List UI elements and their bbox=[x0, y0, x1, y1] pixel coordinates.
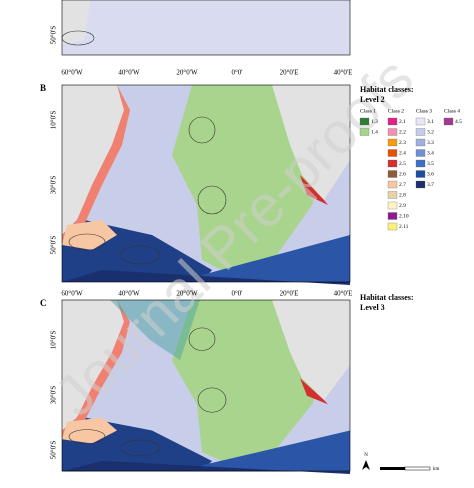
scale-unit: km bbox=[433, 467, 440, 472]
legend-label: 1.4 bbox=[371, 129, 378, 135]
legend-swatch bbox=[387, 180, 398, 189]
lon-label: 40°0'E bbox=[334, 69, 353, 77]
legend-swatch bbox=[387, 159, 398, 168]
legend-label: 3.2 bbox=[427, 129, 434, 135]
legend-subtitle: Level 3 bbox=[360, 303, 385, 312]
legend-swatch bbox=[415, 180, 426, 189]
legend-label: 2.11 bbox=[399, 224, 409, 230]
lat-label: 50°0'S bbox=[50, 236, 58, 255]
legend-label: 1.3 bbox=[371, 119, 378, 125]
legend-label: 2.6 bbox=[399, 171, 406, 177]
legend-swatch bbox=[387, 117, 398, 126]
legend-swatch bbox=[359, 128, 370, 136]
lon-label: 0°0' bbox=[231, 290, 242, 298]
legend-swatch bbox=[387, 170, 398, 178]
scale-bar bbox=[380, 466, 431, 471]
panel-c-map bbox=[61, 299, 351, 475]
lon-label: 20°0'W bbox=[176, 69, 198, 77]
legend-label: 2.8 bbox=[399, 192, 406, 198]
legend-title: Habitat classes: bbox=[360, 85, 414, 94]
legend-swatch bbox=[415, 128, 426, 136]
legend-swatch bbox=[415, 170, 426, 178]
legend-swatch bbox=[387, 149, 398, 157]
lon-label: 60°0'W bbox=[61, 69, 83, 77]
legend-label: 3.5 bbox=[427, 161, 434, 167]
lon-label: 40°0'W bbox=[118, 290, 140, 298]
lat-label: 50°0'S bbox=[50, 26, 58, 45]
legend-swatch bbox=[387, 222, 398, 231]
legend-swatch bbox=[387, 212, 398, 220]
lon-label: 20°0'E bbox=[280, 69, 299, 77]
lat-label: 10°0'S bbox=[50, 111, 58, 130]
legend-header: Class 1 bbox=[360, 108, 376, 114]
lon-label: 20°0'E bbox=[280, 290, 299, 298]
legend-label: 4.5 bbox=[455, 119, 462, 125]
lat-label: 30°0'S bbox=[50, 176, 58, 195]
legend-label: 2.7 bbox=[399, 182, 406, 188]
legend-swatch bbox=[443, 117, 454, 126]
lon-label: 0°0' bbox=[231, 69, 242, 77]
legend-swatch bbox=[387, 138, 398, 147]
lat-label: 10°0'S bbox=[50, 331, 58, 350]
legend-swatch bbox=[359, 117, 370, 126]
legend-swatch bbox=[387, 128, 398, 136]
legend-label: 2.4 bbox=[399, 150, 406, 156]
legend-swatch bbox=[415, 149, 426, 157]
legend-swatch bbox=[415, 117, 426, 126]
north-arrow bbox=[362, 460, 370, 470]
panel-letter: B bbox=[40, 83, 46, 93]
legend-label: 2.5 bbox=[399, 161, 406, 167]
legend-title: Habitat classes: bbox=[360, 293, 414, 302]
legend-label: 3.1 bbox=[427, 119, 434, 125]
lon-label: 60°0'W bbox=[61, 290, 83, 298]
legend-swatch bbox=[387, 201, 398, 210]
legend-header: Class 4 bbox=[444, 108, 460, 114]
legend-label: 2.10 bbox=[399, 213, 409, 219]
legend-label: 3.3 bbox=[427, 140, 434, 146]
legend-label: 2.9 bbox=[399, 203, 406, 209]
legend-swatch bbox=[415, 159, 426, 168]
lon-label: 40°0'W bbox=[118, 69, 140, 77]
north-label: N bbox=[364, 453, 368, 458]
lat-label: 30°0'S bbox=[50, 386, 58, 405]
legend-swatch bbox=[415, 138, 426, 147]
legend-header: Class 2 bbox=[388, 108, 404, 114]
legend-label: 3.7 bbox=[427, 182, 434, 188]
legend-label: 2.3 bbox=[399, 140, 406, 146]
legend-label: 2.2 bbox=[399, 129, 406, 135]
panel-a-map bbox=[61, 0, 351, 56]
legend-header: Class 3 bbox=[416, 108, 432, 114]
panel-letter: C bbox=[40, 298, 47, 308]
legend-swatch bbox=[387, 191, 398, 199]
lat-label: 50°0'S bbox=[50, 441, 58, 460]
legend-label: 2.1 bbox=[399, 119, 406, 125]
lon-label: 20°0'W bbox=[176, 290, 198, 298]
legend-label: 3.4 bbox=[427, 150, 434, 156]
panel-b-map bbox=[61, 84, 351, 286]
legend-label: 3.6 bbox=[427, 171, 434, 177]
legend-subtitle: Level 2 bbox=[360, 95, 385, 104]
lon-label: 40°0'E bbox=[334, 290, 353, 298]
